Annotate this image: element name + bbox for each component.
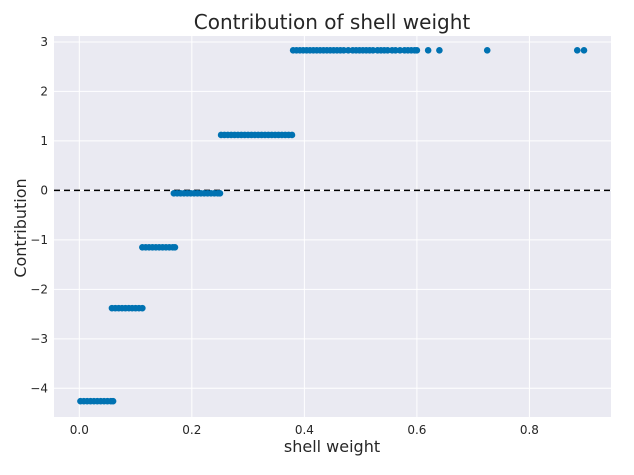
y-tick-label: 0 xyxy=(40,183,48,197)
data-point xyxy=(573,47,581,54)
chart-title: Contribution of shell weight xyxy=(194,10,471,34)
data-point xyxy=(413,47,421,54)
x-tick-label: 0.8 xyxy=(520,423,539,437)
y-tick-label: −2 xyxy=(30,282,48,296)
data-point xyxy=(288,131,296,139)
y-tick-label: 3 xyxy=(40,35,48,49)
x-tick-label: 0.0 xyxy=(70,423,89,437)
y-tick-label: 1 xyxy=(40,134,48,148)
y-tick-label: 2 xyxy=(40,84,48,98)
data-point xyxy=(483,47,491,54)
x-axis-label: shell weight xyxy=(284,437,380,456)
data-point xyxy=(580,47,588,54)
data-point xyxy=(109,397,117,405)
x-tick-label: 0.2 xyxy=(182,423,201,437)
x-tick-labels: 0.0 0.2 0.4 0.6 0.8 xyxy=(70,423,539,437)
plot-area xyxy=(54,36,611,417)
data-points xyxy=(77,47,588,405)
y-tick-labels: −4 −3 −2 −1 0 1 2 3 xyxy=(30,35,48,395)
x-tick-label: 0.6 xyxy=(407,423,426,437)
x-tick-label: 0.4 xyxy=(295,423,314,437)
y-tick-label: −3 xyxy=(30,332,48,346)
data-point xyxy=(436,47,443,54)
y-tick-label: −1 xyxy=(30,233,48,247)
data-point xyxy=(216,190,224,197)
y-tick-label: −4 xyxy=(30,381,48,395)
y-axis-label: Contribution xyxy=(11,178,30,277)
data-point xyxy=(171,243,179,251)
data-point xyxy=(424,47,432,54)
data-point xyxy=(139,304,146,312)
